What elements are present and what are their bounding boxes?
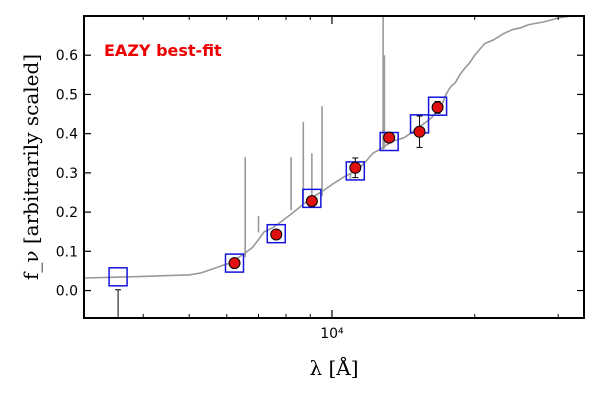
y-axis-title: f_ν [arbitrarily scaled] (19, 54, 43, 280)
x-axis-title: λ [Å] (309, 355, 358, 380)
y-tick-label: 0.3 (56, 166, 78, 182)
x-tick-label: 10⁴ (320, 326, 344, 342)
y-tick-label: 0.5 (56, 87, 78, 103)
observed-flux-point (305, 195, 318, 208)
plot-area (84, 16, 577, 318)
model-flux-square (266, 223, 287, 244)
y-tick-label: 0.6 (56, 48, 78, 64)
observed-flux-point (228, 257, 241, 270)
plot-frame (83, 15, 585, 319)
model-flux-square (427, 96, 448, 116)
observed-flux-point (383, 131, 396, 144)
y-tick-label: 0.2 (56, 205, 78, 221)
model-flux-square (302, 188, 322, 209)
observed-flux-point (431, 101, 444, 114)
y-tick-label: 0.0 (56, 284, 78, 300)
observed-flux-point (270, 228, 283, 241)
observed-flux-point (349, 161, 362, 174)
model-flux-square (224, 253, 245, 273)
y-tick-label: 0.1 (56, 244, 78, 260)
eazy-best-fit-label: EAZY best-fit (104, 41, 222, 60)
y-tick-label: 0.4 (56, 127, 78, 143)
observed-flux-point (413, 125, 426, 138)
axis-ticks: 0.0 0.1 0.2 0.3 0.4 0.5 0.6 10⁴ (56, 16, 584, 342)
model-flux-square (108, 267, 128, 287)
